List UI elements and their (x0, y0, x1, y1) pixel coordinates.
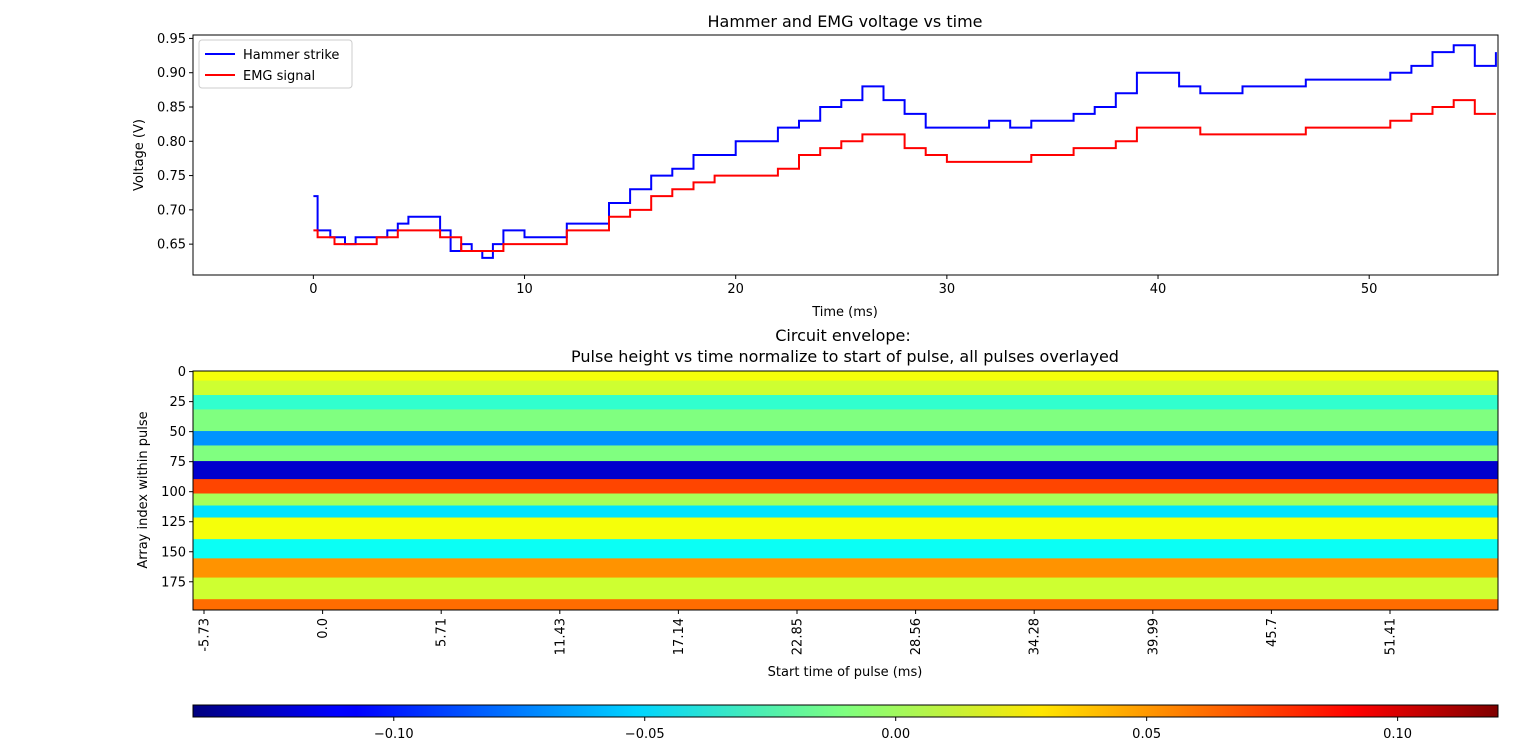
x-tick-label: 45.7 (1265, 618, 1280, 647)
chart2-x-axis-label: Start time of pulse (ms) (768, 665, 923, 680)
chart2-y-axis-label: Array index within pulse (136, 411, 151, 568)
y-tick-label: 0 (178, 365, 186, 380)
y-tick-label: 0.95 (157, 32, 186, 47)
y-tick-label: 100 (161, 485, 186, 500)
heatmap-band (193, 558, 1498, 579)
heatmap-band (193, 505, 1498, 519)
heatmap-band (193, 599, 1498, 610)
legend-emg-label: EMG signal (243, 69, 315, 84)
x-tick-label: 51.41 (1384, 618, 1399, 655)
heatmap-band (193, 409, 1498, 432)
voltage-line-chart: Hammer and EMG voltage vs time 0 10 20 30 40… (132, 12, 1499, 320)
heatmap-band (193, 395, 1498, 410)
x-tick-label: 34.28 (1028, 618, 1043, 655)
chart2-title-line2: Pulse height vs time normalize to start … (571, 347, 1119, 366)
x-tick-label: 5.71 (435, 618, 450, 647)
y-tick-label: 175 (161, 575, 186, 590)
x-tick-label: 30 (939, 282, 956, 297)
x-tick-label: 39.99 (1146, 618, 1161, 655)
colorbar-tick-label: 0.05 (1132, 727, 1161, 742)
chart1-frame (192, 34, 1499, 276)
heatmap-band (193, 517, 1498, 540)
y-tick-label: 0.70 (157, 203, 186, 218)
colorbar-tick-label: 0.00 (881, 727, 910, 742)
y-tick-label: 0.75 (157, 169, 186, 184)
x-tick-label: 10 (516, 282, 533, 297)
series-line-hammer-strike (313, 44, 1497, 259)
chart2-frame (192, 370, 1499, 611)
colorbar: −0.10 −0.05 0.00 0.05 0.10 (192, 704, 1499, 742)
x-tick-label: 17.14 (672, 618, 687, 655)
y-tick-label: 125 (161, 515, 186, 530)
chart2-title-line1: Circuit envelope: (775, 326, 911, 345)
y-tick-label: 25 (169, 395, 186, 410)
colorbar-gradient (192, 704, 1499, 718)
chart1-title: Hammer and EMG voltage vs time (707, 12, 982, 31)
x-tick-label: -5.73 (198, 618, 213, 652)
heatmap-band (193, 445, 1498, 462)
x-tick-label: 0 (309, 282, 317, 297)
heatmap-band (193, 461, 1498, 480)
heatmap-band (193, 479, 1498, 495)
x-tick-label: 40 (1150, 282, 1167, 297)
colorbar-tick-label: −0.10 (374, 727, 414, 742)
y-tick-label: 0.65 (157, 238, 186, 253)
x-tick-label: 20 (727, 282, 744, 297)
series-line-emg-signal (313, 99, 1496, 252)
y-tick-label: 50 (169, 425, 186, 440)
x-tick-label: 28.56 (909, 618, 924, 655)
legend-hammer-label: Hammer strike (243, 48, 339, 63)
y-tick-label: 0.80 (157, 135, 186, 150)
x-tick-label: 0.0 (316, 618, 331, 639)
y-tick-label: 0.90 (157, 66, 186, 81)
x-tick-label: 11.43 (553, 618, 568, 655)
heatmap-band (193, 493, 1498, 507)
heatmap-band (193, 380, 1498, 396)
heatmap-band (193, 431, 1498, 446)
colorbar-tick-label: 0.10 (1383, 727, 1412, 742)
chart1-legend: Hammer strike EMG signal (198, 39, 353, 89)
heatmap-band (193, 371, 1498, 382)
chart1-x-axis-label: Time (ms) (811, 305, 878, 320)
y-tick-label: 150 (161, 545, 186, 560)
y-tick-label: 75 (169, 455, 186, 470)
x-tick-label: 50 (1361, 282, 1378, 297)
y-tick-label: 0.85 (157, 101, 186, 116)
heatmap-band (193, 577, 1498, 600)
heatmap-band (193, 539, 1498, 559)
colorbar-tick-label: −0.05 (625, 727, 665, 742)
chart1-y-axis-label: Voltage (V) (132, 119, 147, 191)
circuit-envelope-heatmap: Circuit envelope: Pulse height vs time n… (136, 326, 1499, 680)
x-tick-label: 22.85 (791, 618, 806, 655)
